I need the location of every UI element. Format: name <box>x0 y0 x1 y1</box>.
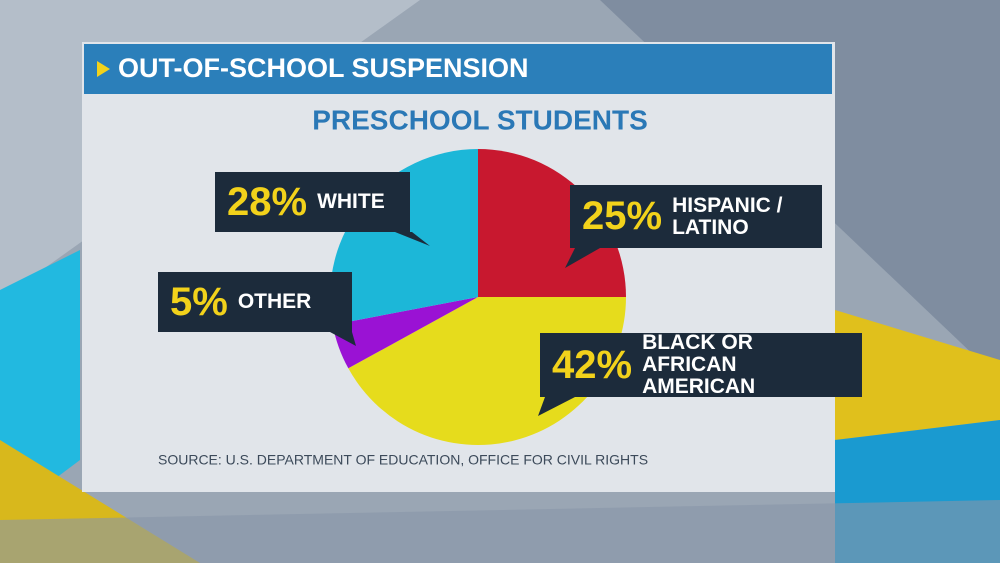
chart-title: OUT-OF-SCHOOL SUSPENSION <box>118 53 529 83</box>
callout-tail <box>395 232 430 246</box>
value-label: 25% <box>582 194 663 238</box>
source-note: SOURCE: U.S. DEPARTMENT OF EDUCATION, OF… <box>158 452 648 468</box>
callout: 5% OTHER <box>158 272 352 332</box>
category-label: OTHER <box>237 290 312 313</box>
callout: 28% WHITE <box>215 172 410 232</box>
category-label: WHITE <box>317 190 385 213</box>
title-arrow <box>97 61 110 77</box>
callout-tail <box>538 397 575 416</box>
chart-subtitle: PRESCHOOL STUDENTS <box>312 104 648 135</box>
title-bar <box>84 44 832 94</box>
category-label: BLACK OR AFRICAN AMERICAN <box>642 331 756 398</box>
pie-slice <box>332 297 478 369</box>
callout: 25% HISPANIC / LATINO <box>570 185 822 248</box>
decor <box>0 500 1000 563</box>
decor <box>835 310 1000 440</box>
value-label: 5% <box>170 279 228 324</box>
pie-slice <box>478 149 626 297</box>
callout-tail <box>565 248 600 268</box>
pie-slice <box>330 149 478 325</box>
callout-tail <box>330 332 356 346</box>
category-label: HISPANIC / LATINO <box>672 193 783 239</box>
callout: 42% BLACK OR AFRICAN AMERICAN <box>540 331 862 398</box>
value-label: 28% <box>227 179 308 224</box>
value-label: 42% <box>552 342 633 387</box>
